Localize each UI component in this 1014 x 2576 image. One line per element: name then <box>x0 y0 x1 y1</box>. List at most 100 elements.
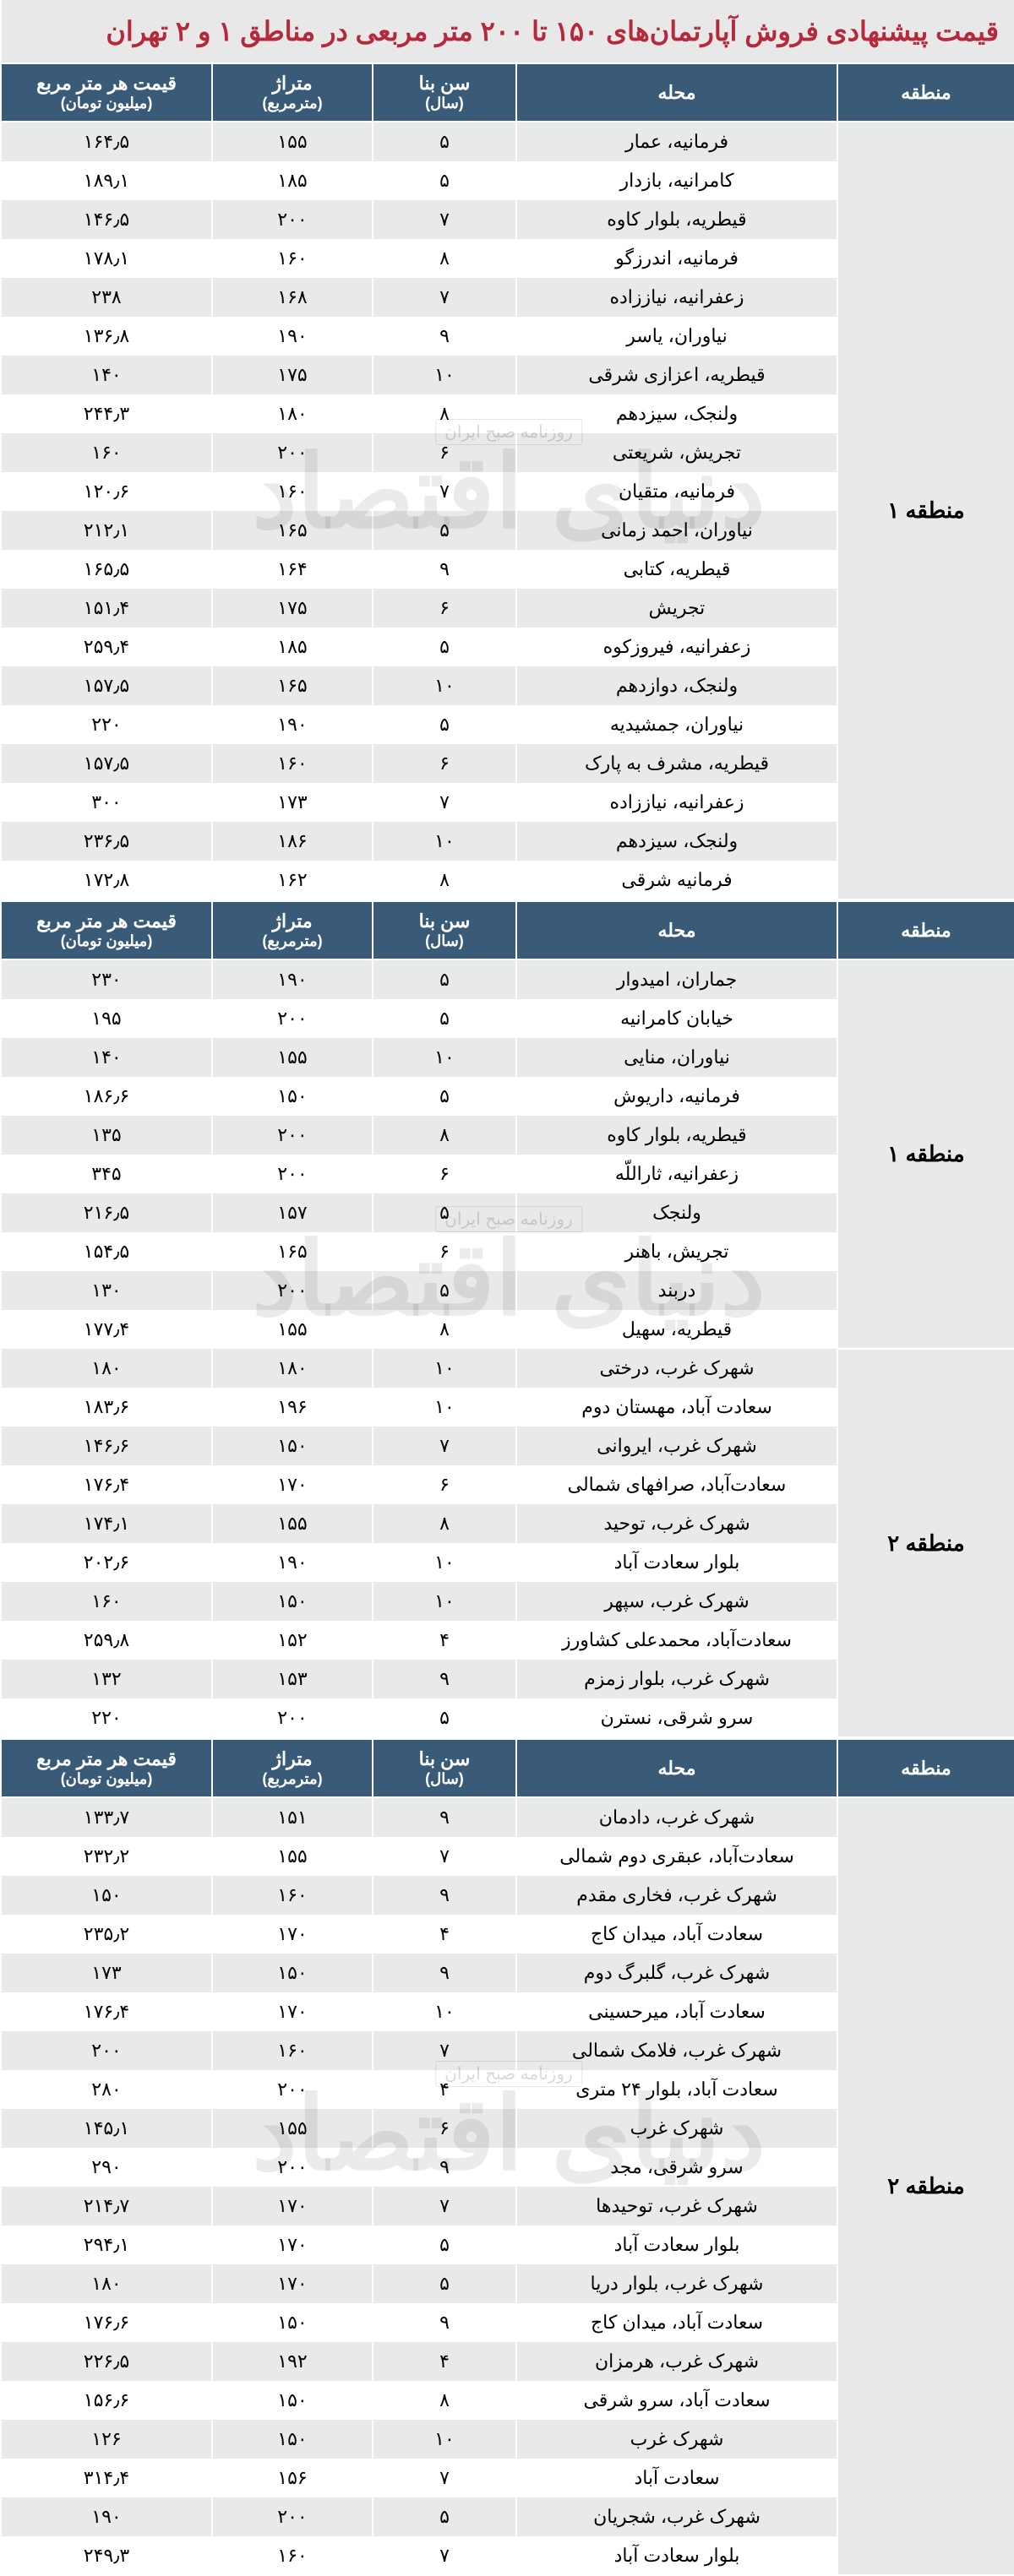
cell-age: ۱۰ <box>371 1992 515 2031</box>
cell-neighborhood: شهرک غرب، بلوار زمزم <box>515 1660 836 1698</box>
cell-area: ۱۷۰ <box>210 1992 371 2031</box>
cell-price: ۲۰۰ <box>0 2031 210 2070</box>
cell-neighborhood: شهرک غرب، سپهر <box>515 1582 836 1621</box>
cell-area: ۲۰۰ <box>210 1271 371 1310</box>
cell-area: ۱۸۰ <box>210 1349 371 1388</box>
cell-area: ۱۸۰ <box>210 394 371 433</box>
tables-container: دنیای اقتصادروزنامه صبح ایران منطقه محله… <box>0 62 1014 2576</box>
cell-neighborhood: بلوار سعادت آباد <box>515 1543 836 1582</box>
table-row: منطقه ۱ فرمانیه، عمار ۵ ۱۵۵ ۱۶۴٫۵ <box>0 122 1013 161</box>
cell-price: ۱۲۶ <box>0 2420 210 2459</box>
cell-price: ۱۷۲٫۸ <box>0 861 210 899</box>
cell-area: ۱۶۰ <box>210 239 371 278</box>
header-price: قیمت هر متر مربع(میلیون تومان) <box>0 63 210 122</box>
region-cell: منطقه ۱ <box>836 959 1013 1349</box>
cell-age: ۶ <box>371 2109 515 2148</box>
cell-price: ۲۳۸ <box>0 278 210 317</box>
header-price: قیمت هر متر مربع(میلیون تومان) <box>0 901 210 959</box>
cell-price: ۱۹۰ <box>0 2497 210 2536</box>
cell-age: ۹ <box>371 1660 515 1698</box>
cell-neighborhood: شهرک غرب، گلبرگ دوم <box>515 1954 836 1992</box>
cell-area: ۱۵۵ <box>210 1837 371 1876</box>
cell-neighborhood: سعادت آباد، میرحسینی <box>515 1992 836 2031</box>
cell-neighborhood: سعادت آباد، میدان کاج <box>515 2303 836 2342</box>
header-neighborhood: محله <box>515 63 836 122</box>
cell-price: ۱۴۶٫۵ <box>0 200 210 239</box>
cell-price: ۱۷۷٫۴ <box>0 1310 210 1349</box>
cell-price: ۱۶۰ <box>0 433 210 472</box>
cell-neighborhood: قیطریه، مشرف به پارک <box>515 744 836 783</box>
cell-price: ۳۱۴٫۴ <box>0 2459 210 2497</box>
table-section: دنیای اقتصادروزنامه صبح ایران منطقه محله… <box>0 62 1014 900</box>
cell-area: ۱۹۰ <box>210 317 371 356</box>
cell-price: ۱۴۰ <box>0 356 210 394</box>
cell-age: ۱۰ <box>371 1543 515 1582</box>
cell-price: ۱۴۶٫۶ <box>0 1427 210 1465</box>
cell-age: ۴ <box>371 1621 515 1660</box>
cell-price: ۲۹۴٫۱ <box>0 2225 210 2264</box>
cell-neighborhood: شهرک غرب <box>515 2109 836 2148</box>
cell-price: ۲۱۴٫۷ <box>0 2187 210 2225</box>
cell-price: ۱۳۲ <box>0 1660 210 1698</box>
cell-area: ۱۷۰ <box>210 1915 371 1954</box>
cell-age: ۵ <box>371 2497 515 2536</box>
header-age: سن بنا(سال) <box>371 901 515 959</box>
cell-neighborhood: دربند <box>515 1271 836 1310</box>
cell-price: ۱۷۶٫۶ <box>0 2303 210 2342</box>
cell-neighborhood: شهرک غرب، ایروانی <box>515 1427 836 1465</box>
cell-neighborhood: سعادت‌آباد، محمدعلی کشاورز <box>515 1621 836 1660</box>
cell-age: ۹ <box>371 550 515 589</box>
cell-age: ۶ <box>371 1465 515 1504</box>
cell-neighborhood: قیطریه، سهیل <box>515 1310 836 1349</box>
cell-area: ۱۸۵ <box>210 161 371 200</box>
cell-age: ۶ <box>371 433 515 472</box>
cell-price: ۲۳۰ <box>0 959 210 999</box>
cell-price: ۱۸۳٫۶ <box>0 1388 210 1427</box>
page-title: قیمت پیشنهادی فروش آپارتمان‌های ۱۵۰ تا ۲… <box>0 0 1014 62</box>
cell-area: ۱۶۰ <box>210 744 371 783</box>
header-region: منطقه <box>836 63 1013 122</box>
cell-age: ۷ <box>371 783 515 822</box>
cell-area: ۲۰۰ <box>210 2148 371 2187</box>
cell-area: ۱۵۲ <box>210 1621 371 1660</box>
cell-neighborhood: شهرک غرب، توحیدها <box>515 2187 836 2225</box>
cell-area: ۱۵۵ <box>210 1310 371 1349</box>
cell-area: ۱۷۵ <box>210 356 371 394</box>
cell-neighborhood: شهرک غرب، شجریان <box>515 2497 836 2536</box>
cell-neighborhood: سرو شرقی، مجد <box>515 2148 836 2187</box>
cell-age: ۸ <box>371 394 515 433</box>
cell-neighborhood: شهرک غرب، توحید <box>515 1504 836 1543</box>
cell-price: ۳۰۰ <box>0 783 210 822</box>
cell-neighborhood: قیطریه، کتابی <box>515 550 836 589</box>
cell-price: ۱۶۵٫۵ <box>0 550 210 589</box>
cell-price: ۱۵۴٫۵ <box>0 1232 210 1271</box>
table-row: منطقه ۲ شهرک غرب، درختی ۱۰ ۱۸۰ ۱۸۰ <box>0 1349 1013 1388</box>
cell-price: ۱۸۰ <box>0 1349 210 1388</box>
cell-neighborhood: سعادت آباد <box>515 2459 836 2497</box>
cell-price: ۱۸۶٫۶ <box>0 1077 210 1116</box>
cell-area: ۱۷۳ <box>210 783 371 822</box>
cell-neighborhood: کامرانیه، بازدار <box>515 161 836 200</box>
cell-area: ۱۵۷ <box>210 1193 371 1232</box>
cell-area: ۲۰۰ <box>210 433 371 472</box>
cell-age: ۸ <box>371 239 515 278</box>
price-table: منطقه محله سن بنا(سال) متراژ(مترمربع) قی… <box>0 1738 1014 2576</box>
cell-price: ۱۹۵ <box>0 999 210 1038</box>
cell-area: ۲۰۰ <box>210 2070 371 2109</box>
cell-age: ۵ <box>371 122 515 161</box>
cell-neighborhood: زعفرانیه، ثاراللّه <box>515 1155 836 1193</box>
cell-neighborhood: ولنجک، دوازدهم <box>515 666 836 705</box>
cell-age: ۷ <box>371 2031 515 2070</box>
cell-age: ۷ <box>371 1837 515 1876</box>
cell-area: ۱۹۰ <box>210 705 371 744</box>
cell-price: ۲۱۶٫۵ <box>0 1193 210 1232</box>
cell-neighborhood: شهرک غرب، فخاری مقدم <box>515 1876 836 1915</box>
cell-area: ۱۵۰ <box>210 1077 371 1116</box>
cell-price: ۲۲۰ <box>0 1698 210 1737</box>
cell-area: ۲۰۰ <box>210 1698 371 1737</box>
header-neighborhood: محله <box>515 1739 836 1797</box>
cell-area: ۱۶۰ <box>210 2031 371 2070</box>
cell-area: ۱۸۵ <box>210 628 371 666</box>
header-area: متراژ(مترمربع) <box>210 1739 371 1797</box>
cell-age: ۱۰ <box>371 1582 515 1621</box>
